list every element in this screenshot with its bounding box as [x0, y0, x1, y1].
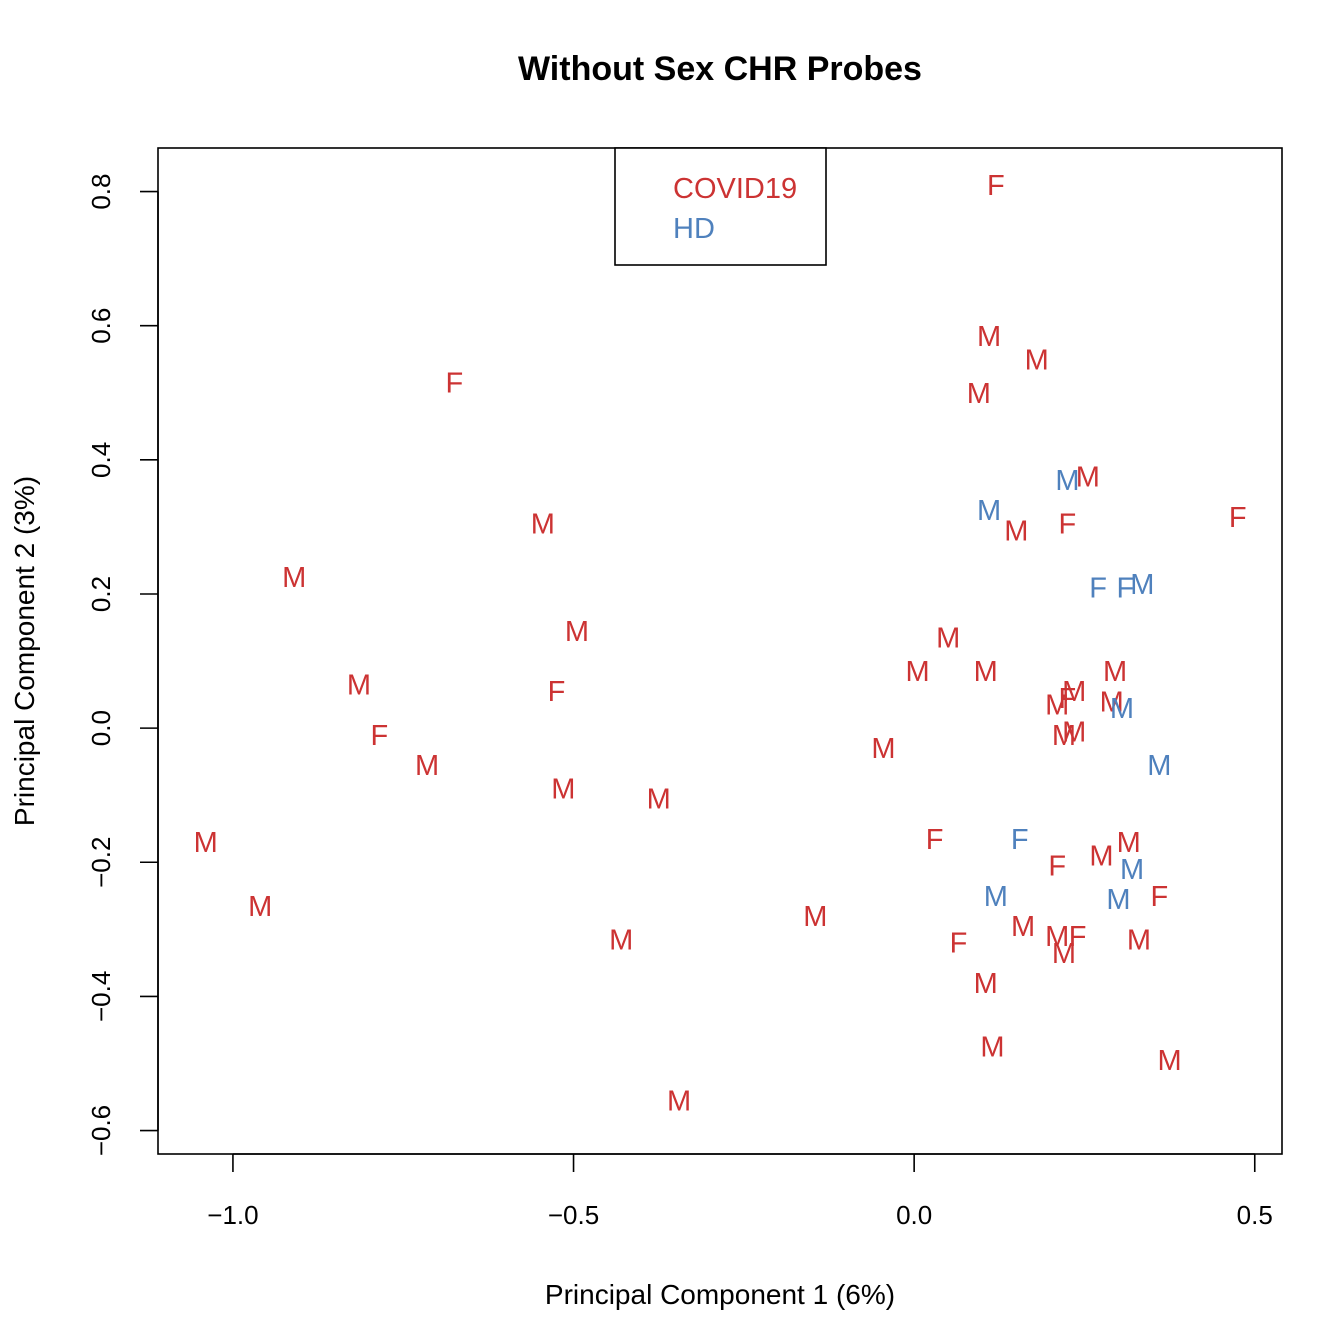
point-hd: M [1120, 854, 1144, 886]
legend-entry-hd: HD [673, 213, 715, 245]
point-covid19: M [531, 509, 555, 541]
point-covid19: M [977, 321, 1001, 353]
point-covid19: M [905, 656, 929, 688]
point-covid19: M [936, 623, 960, 655]
point-covid19: M [974, 968, 998, 1000]
point-hd: M [984, 881, 1008, 913]
point-covid19: F [1048, 851, 1066, 883]
y-tick-label: 0.6 [86, 308, 116, 344]
point-covid19: M [871, 733, 895, 765]
y-tick-label: 0.4 [86, 442, 116, 478]
point-covid19: M [980, 1032, 1004, 1064]
point-covid19: M [1004, 515, 1028, 547]
y-tick-label: −0.4 [86, 971, 116, 1022]
point-covid19: M [1052, 938, 1076, 970]
point-covid19: F [1229, 502, 1247, 534]
point-hd: M [1110, 693, 1134, 725]
y-tick-label: 0.2 [86, 576, 116, 612]
point-hd: F [1011, 824, 1029, 856]
point-covid19: M [565, 616, 589, 648]
point-covid19: M [248, 891, 272, 923]
point-covid19: F [1069, 921, 1087, 953]
point-covid19: M [803, 901, 827, 933]
point-covid19: M [1100, 686, 1124, 718]
point-hd: M [1055, 465, 1079, 497]
point-covid19: F [1059, 683, 1077, 715]
point-hd: M [977, 495, 1001, 527]
point-covid19: M [967, 378, 991, 410]
point-hd: M [1106, 884, 1130, 916]
point-covid19: M [1103, 656, 1127, 688]
point-covid19: F [987, 170, 1005, 202]
point-covid19: F [1059, 509, 1077, 541]
legend-box [614, 147, 827, 266]
point-covid19: M [1127, 924, 1151, 956]
point-covid19: M [194, 827, 218, 859]
point-covid19: F [548, 676, 566, 708]
point-covid19: M [1062, 716, 1086, 748]
point-covid19: M [1117, 827, 1141, 859]
point-covid19: M [609, 924, 633, 956]
point-covid19: F [371, 720, 389, 752]
point-covid19: M [974, 656, 998, 688]
plot-frame [157, 147, 1283, 1155]
x-axis-label: Principal Component 1 (6%) [545, 1279, 895, 1310]
point-covid19: M [1052, 720, 1076, 752]
y-axis-label: Principal Component 2 (3%) [9, 476, 40, 826]
x-tick-label: −0.5 [548, 1200, 599, 1230]
point-covid19: M [667, 1085, 691, 1117]
point-covid19: F [1151, 881, 1169, 913]
legend-entry-covid19: COVID19 [673, 173, 797, 205]
point-covid19: M [347, 670, 371, 702]
legend: COVID19 HD [614, 147, 827, 266]
point-covid19: M [1062, 676, 1086, 708]
y-axis: −0.6 −0.4 −0.2 0.0 0.2 0.4 0.6 0.8 [86, 174, 159, 1156]
y-tick-label: 0.8 [86, 174, 116, 210]
point-hd: M [1130, 569, 1154, 601]
point-covid19: M [1011, 911, 1035, 943]
point-covid19: M [1025, 344, 1049, 376]
point-covid19: M [415, 750, 439, 782]
x-tick-label: −1.0 [207, 1200, 258, 1230]
point-covid19: F [950, 928, 968, 960]
y-tick-label: −0.2 [86, 837, 116, 888]
y-tick-label: −0.6 [86, 1105, 116, 1156]
point-covid19: M [1045, 921, 1069, 953]
point-covid19: M [1089, 841, 1113, 873]
point-hd: M [1147, 750, 1171, 782]
point-covid19: M [1158, 1045, 1182, 1077]
point-hd: F [1089, 572, 1107, 604]
point-covid19: M [551, 773, 575, 805]
point-covid19: M [647, 784, 671, 816]
x-tick-label: 0.0 [896, 1200, 932, 1230]
y-tick-label: 0.0 [86, 710, 116, 746]
x-axis: −1.0 −0.5 0.0 0.5 [207, 1153, 1273, 1230]
point-covid19: M [1076, 462, 1100, 494]
point-hd: F [1116, 572, 1134, 604]
point-covid19: M [282, 562, 306, 594]
x-tick-label: 0.5 [1237, 1200, 1273, 1230]
chart-title: Without Sex CHR Probes [518, 50, 922, 88]
point-covid19: M [1045, 690, 1069, 722]
point-covid19: F [926, 824, 944, 856]
point-covid19: F [445, 368, 463, 400]
